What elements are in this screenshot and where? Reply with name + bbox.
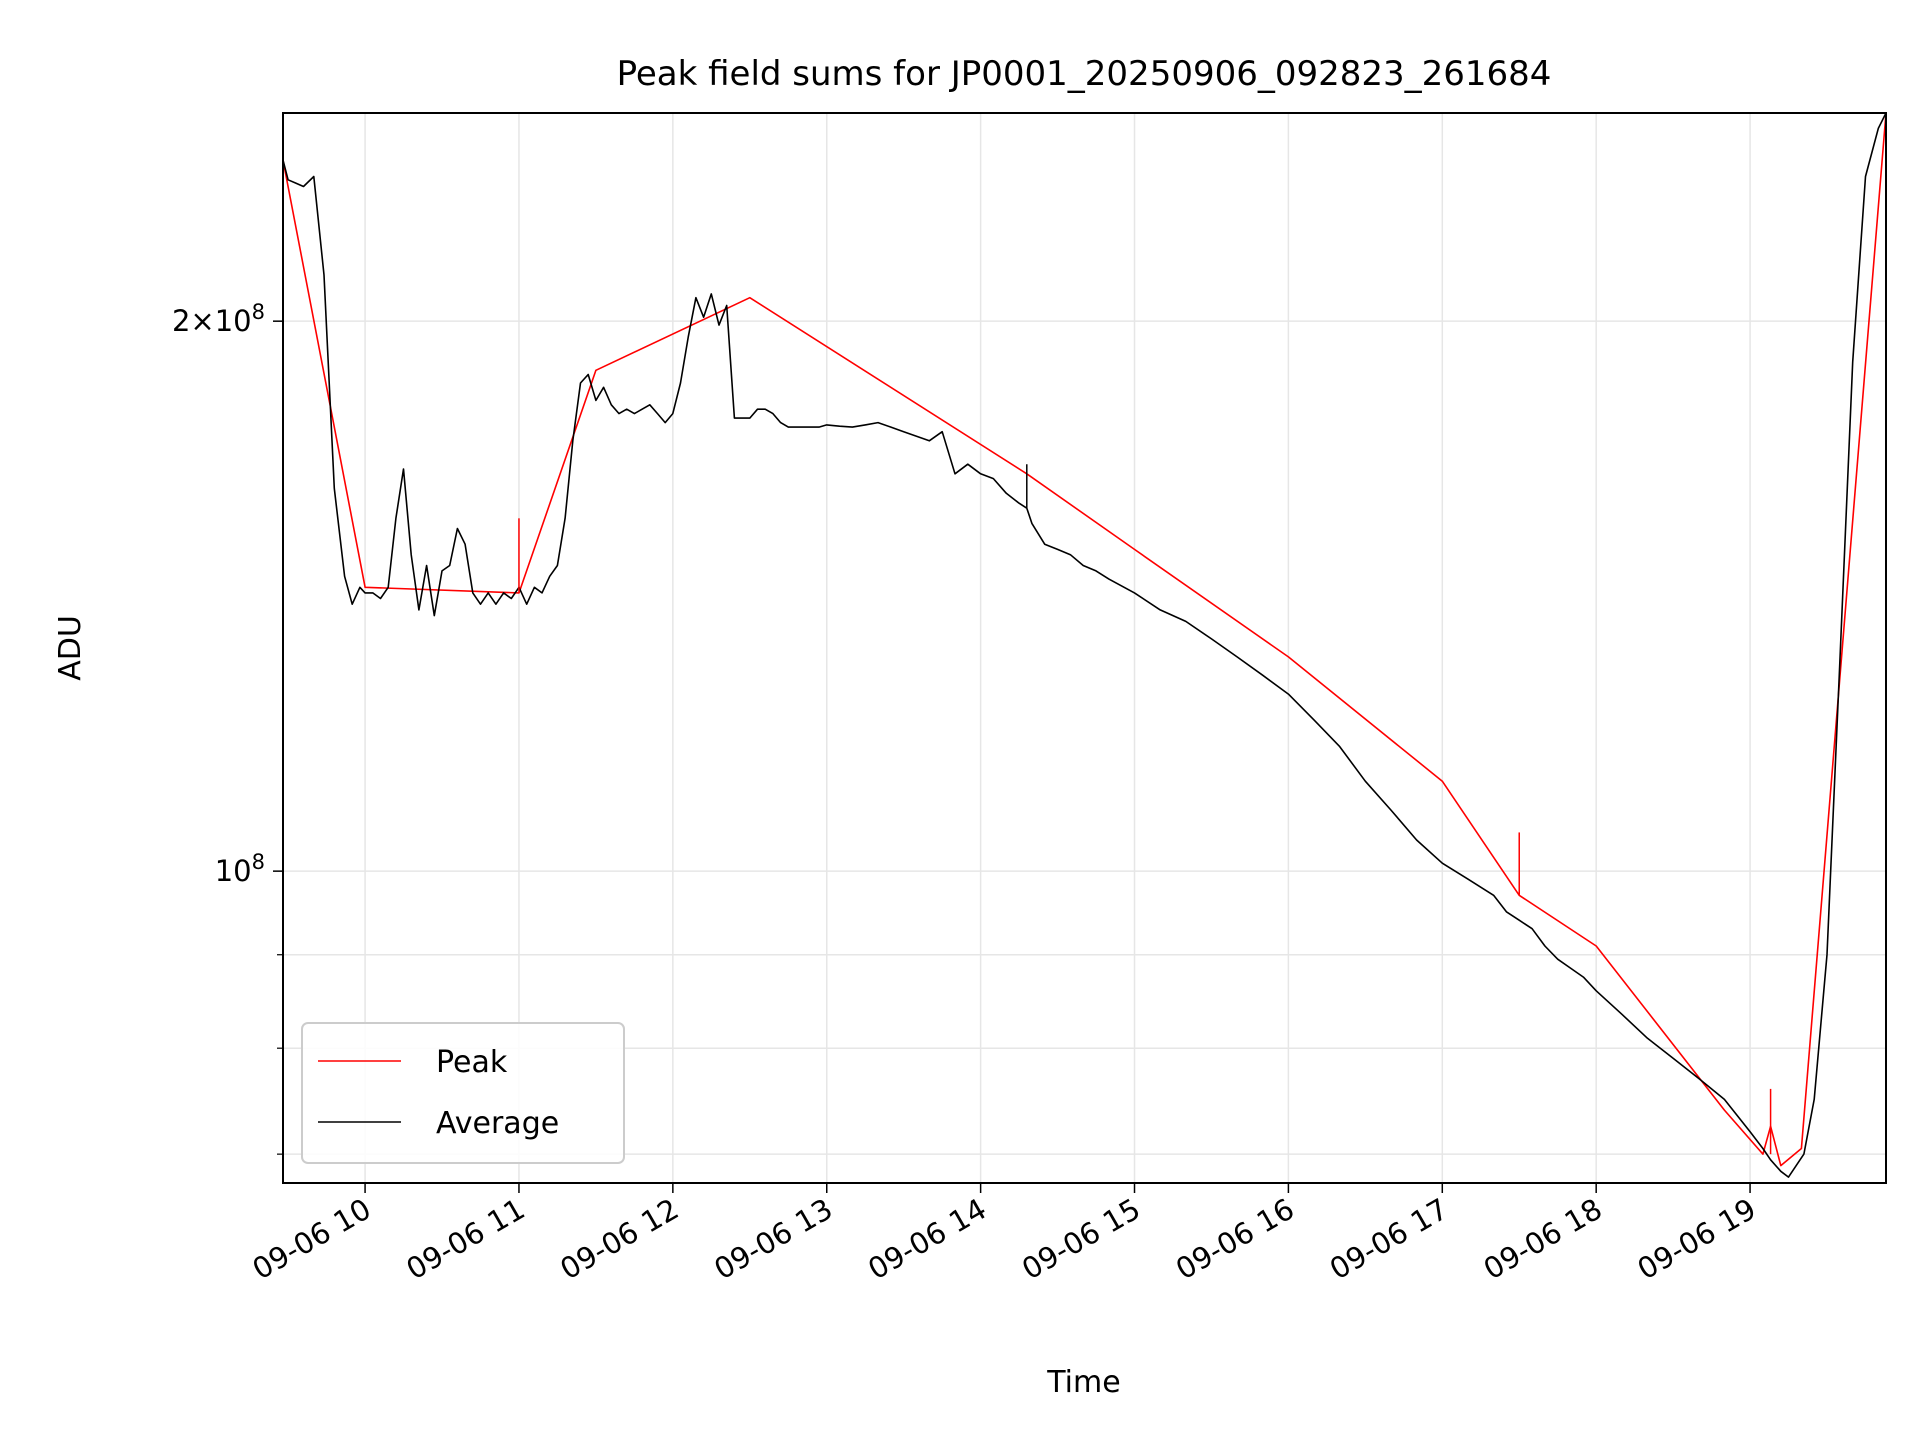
chart-title: Peak field sums for JP0001_20250906_0928… [617, 54, 1552, 94]
x-axis-label: Time [1046, 1365, 1120, 1400]
y-tick-label: 108 [215, 850, 265, 888]
legend-average-label: Average [436, 1106, 559, 1141]
y-axis-label: ADU [53, 615, 88, 681]
legend-peak-label: Peak [436, 1045, 508, 1080]
legend-box [301, 1022, 625, 1164]
series-line-peak [282, 112, 1887, 1167]
plot-lines [282, 112, 1887, 1178]
y-tick-label: 2×108 [172, 300, 265, 338]
series-line-average [282, 112, 1887, 1178]
grid [283, 113, 1886, 1183]
y-ticks: 108 2×108 [172, 300, 283, 1155]
legend: Peak Average [301, 1022, 625, 1164]
plot-frame [282, 112, 1887, 1184]
